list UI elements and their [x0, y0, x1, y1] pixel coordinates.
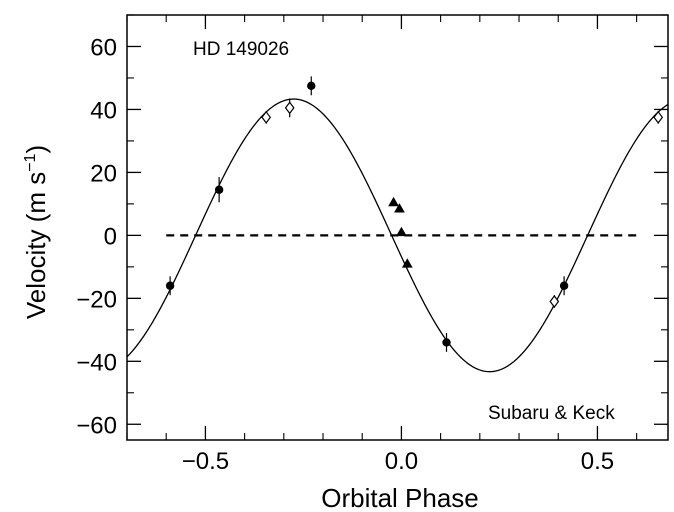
- y-tick-label: −60: [76, 412, 117, 439]
- y-axis-title-sup: −1: [22, 153, 39, 171]
- data-point-triangle: [401, 258, 413, 268]
- y-tick-label: 0: [104, 223, 117, 250]
- data-point-triangle: [394, 203, 405, 213]
- y-axis-title-close: ): [21, 145, 51, 154]
- data-point-circle: [307, 81, 316, 91]
- y-axis-title-main: Velocity (m s: [21, 172, 51, 319]
- x-tick-label: 0.0: [385, 448, 418, 475]
- x-axis-title: Orbital Phase: [321, 483, 479, 512]
- data-point-circle: [442, 338, 451, 347]
- data-point-circle: [559, 281, 569, 290]
- data-point-circle: [214, 185, 224, 194]
- x-tick-label: 0.5: [581, 448, 614, 475]
- y-tick-label: −40: [76, 349, 117, 376]
- y-tick-label: −20: [76, 286, 117, 313]
- y-axis-title: Velocity (m s−1): [21, 145, 51, 319]
- data-point-circle: [165, 281, 175, 290]
- plot-frame: [126, 14, 669, 441]
- y-tick-label: 40: [90, 97, 117, 124]
- data-point-diamond: [653, 110, 664, 124]
- data-point-diamond: [284, 101, 295, 115]
- data-point-triangle: [388, 196, 399, 207]
- data-point-diamond: [261, 110, 272, 124]
- data-point-diamond: [549, 294, 560, 308]
- y-tick-label: 60: [90, 34, 117, 61]
- source-annotation: Subaru & Keck: [488, 403, 615, 424]
- y-tick-label: 20: [90, 160, 117, 187]
- x-tick-label: −0.5: [182, 448, 229, 475]
- data-point-triangle: [396, 226, 407, 237]
- star-annotation: HD 149026: [193, 39, 289, 60]
